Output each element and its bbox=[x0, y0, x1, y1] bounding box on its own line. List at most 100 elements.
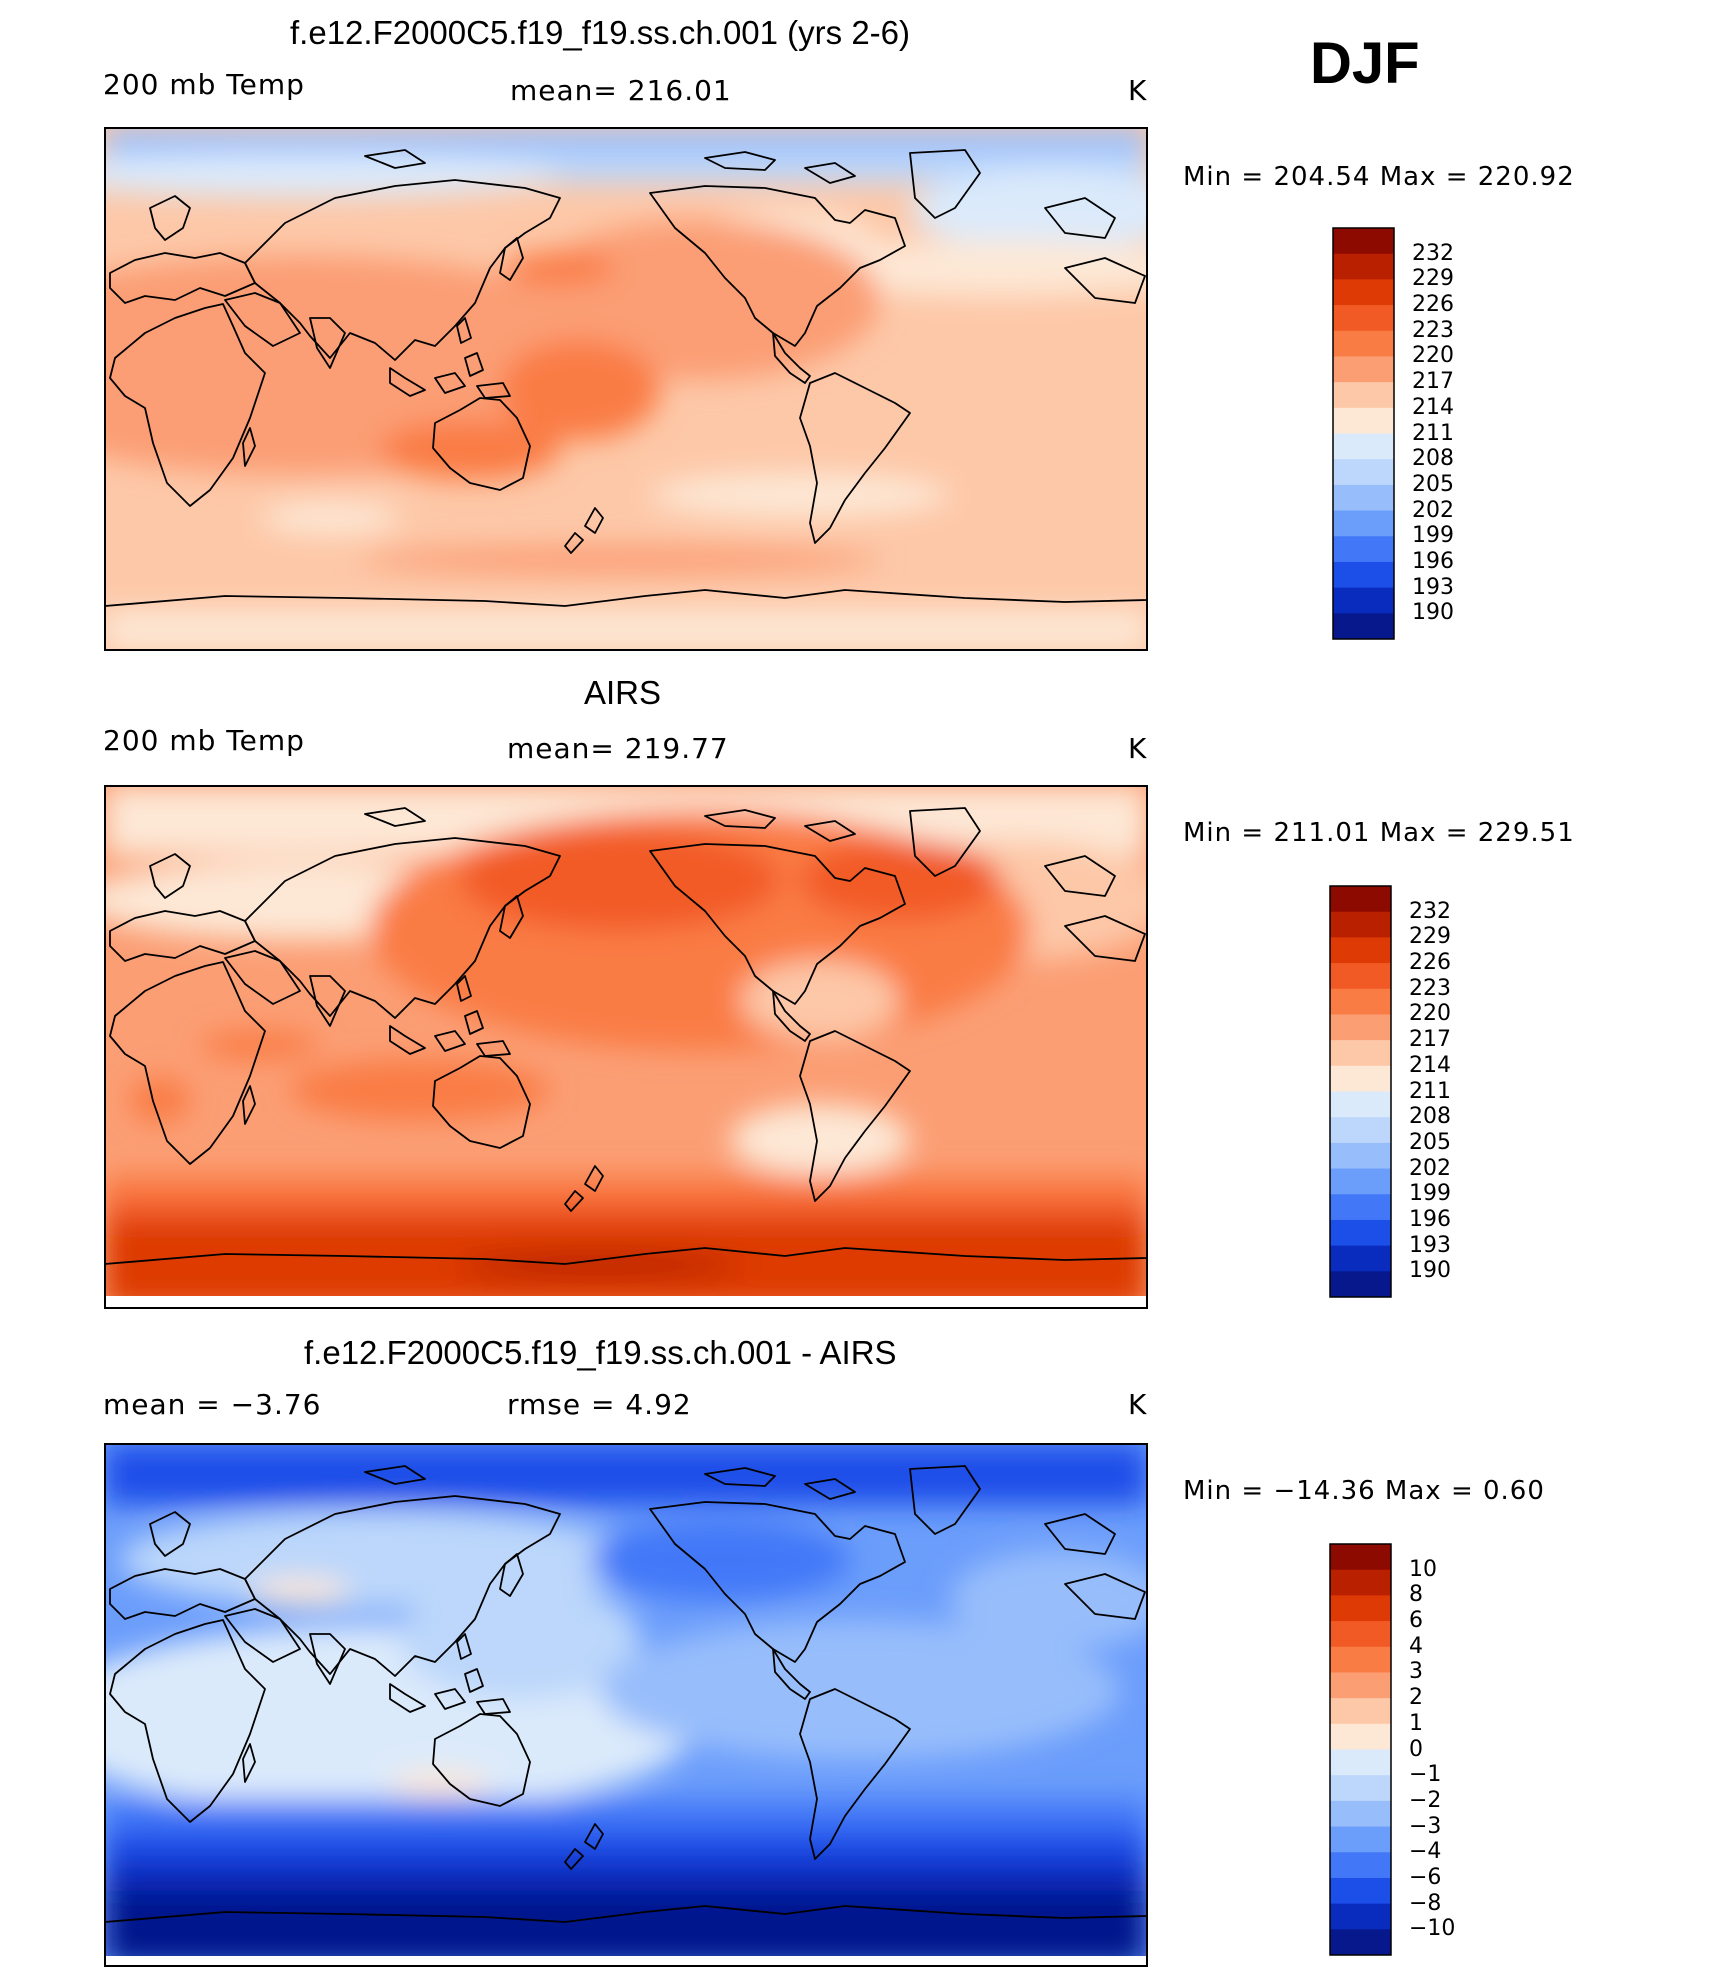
colorbar-tick-label: 229 bbox=[1409, 924, 1451, 950]
colorbar-tick-label: 205 bbox=[1412, 471, 1454, 497]
colorbar-tick-label: 232 bbox=[1412, 240, 1454, 266]
colorbar-tick-label: 202 bbox=[1412, 497, 1454, 523]
mean-label-model: mean= 216.01 bbox=[510, 74, 732, 107]
colorbar-box-obs bbox=[1330, 1245, 1391, 1272]
colorbar-tick-label: 199 bbox=[1409, 1181, 1451, 1207]
colorbar-tick-label: 202 bbox=[1409, 1155, 1451, 1181]
colorbar-tick-label: −1 bbox=[1409, 1762, 1442, 1788]
colorbar-box-obs bbox=[1330, 1194, 1391, 1221]
colorbar-tick-label: 220 bbox=[1409, 1001, 1451, 1027]
panel-title-obs: AIRS bbox=[584, 674, 662, 711]
colorbar-frame-diff bbox=[1329, 1543, 1392, 1956]
map-frame-model bbox=[104, 127, 1148, 651]
colorbar-tick-label: 211 bbox=[1409, 1078, 1451, 1104]
colorbar-tick-label: 190 bbox=[1412, 600, 1454, 626]
colorbar-box-obs bbox=[1330, 1117, 1391, 1144]
colorbar-box-diff bbox=[1330, 1544, 1391, 1571]
colorbar-box-obs bbox=[1330, 1040, 1391, 1067]
colorbar-tick-label: 196 bbox=[1409, 1206, 1451, 1232]
colorbar-tick-label: 193 bbox=[1409, 1232, 1451, 1258]
variable-label-model: 200 mb Temp bbox=[103, 68, 305, 101]
colorbar-tick-label: 3 bbox=[1409, 1659, 1423, 1685]
map-frame-obs bbox=[104, 785, 1148, 1309]
colorbar-box-model bbox=[1333, 484, 1394, 512]
colorbar-tick-label: 223 bbox=[1412, 317, 1454, 343]
map-panel-diff bbox=[105, 1444, 1147, 1966]
colorbar-box-diff bbox=[1330, 1775, 1391, 1802]
colorbar-box-diff bbox=[1330, 1800, 1391, 1828]
colorbar-box-obs bbox=[1330, 886, 1391, 913]
colorbar-box-diff bbox=[1330, 1903, 1391, 1930]
colorbar-tick-label: 220 bbox=[1412, 343, 1454, 369]
colorbar-frame-obs bbox=[1329, 885, 1392, 1298]
colorbar-box-model bbox=[1333, 510, 1394, 537]
units-label-model: K bbox=[1128, 74, 1148, 107]
colorbar-tick-label: 8 bbox=[1409, 1582, 1423, 1608]
colorbar-box-model bbox=[1333, 382, 1394, 409]
colorbar-box-model bbox=[1333, 561, 1394, 589]
variable-label-obs: 200 mb Temp bbox=[103, 724, 305, 757]
colorbar-box-model bbox=[1333, 587, 1394, 614]
units-label-obs: K bbox=[1128, 732, 1148, 765]
units-label-diff: K bbox=[1128, 1388, 1148, 1421]
colorbar-box-diff bbox=[1330, 1749, 1391, 1776]
colorbar-box-obs bbox=[1330, 988, 1391, 1015]
colorbar-tick-label: 208 bbox=[1412, 446, 1454, 472]
colorbar-box-obs bbox=[1330, 1271, 1391, 1298]
colorbar-tick-label: 232 bbox=[1409, 898, 1451, 924]
colorbar-tick-label: 205 bbox=[1409, 1129, 1451, 1155]
colorbar-box-diff bbox=[1330, 1877, 1391, 1905]
season-label: DJF bbox=[1310, 31, 1420, 96]
colorbar-tick-label: 223 bbox=[1409, 975, 1451, 1001]
colorbar-tick-label: −10 bbox=[1409, 1916, 1456, 1942]
colorbar-box-diff bbox=[1330, 1569, 1391, 1596]
colorbar-tick-label: 10 bbox=[1409, 1556, 1437, 1582]
minmax-label-obs: Min = 211.01 Max = 229.51 bbox=[1183, 818, 1575, 848]
colorbar-box-diff bbox=[1330, 1646, 1391, 1673]
colorbar-box-model bbox=[1333, 253, 1394, 280]
colorbar-box-diff bbox=[1330, 1595, 1391, 1622]
colorbar-box-diff bbox=[1330, 1723, 1391, 1750]
colorbar-box-model bbox=[1333, 356, 1394, 383]
colorbar-tick-label: −6 bbox=[1409, 1864, 1442, 1890]
colorbar-tick-label: 214 bbox=[1409, 1052, 1451, 1078]
colorbar-box-obs bbox=[1330, 1065, 1391, 1092]
colorbar-tick-label: 193 bbox=[1412, 574, 1454, 600]
colorbar-box-model bbox=[1333, 330, 1394, 357]
colorbar-box-obs bbox=[1330, 1091, 1391, 1118]
colorbar-box-obs bbox=[1330, 1168, 1391, 1195]
map-panel-model bbox=[105, 128, 1147, 650]
colorbar-tick-label: 229 bbox=[1412, 266, 1454, 292]
colorbar-tick-label: 1 bbox=[1409, 1710, 1423, 1736]
colorbar-box-diff bbox=[1330, 1852, 1391, 1879]
colorbar-tick-label: 217 bbox=[1409, 1027, 1451, 1053]
colorbar-box-obs bbox=[1330, 1219, 1391, 1247]
colorbar-tick-label: −2 bbox=[1409, 1787, 1442, 1813]
colorbar-tick-label: 226 bbox=[1409, 950, 1451, 976]
colorbar-tick-label: 6 bbox=[1409, 1608, 1423, 1634]
colorbar-box-model bbox=[1333, 279, 1394, 306]
colorbar-box-obs bbox=[1330, 1142, 1391, 1170]
colorbar-box-model bbox=[1333, 305, 1394, 332]
colorbar-box-model bbox=[1333, 613, 1394, 640]
colorbar-tick-label: 0 bbox=[1409, 1736, 1423, 1762]
map-frame-diff bbox=[104, 1443, 1148, 1967]
mean-label-diff: mean = −3.76 bbox=[103, 1388, 322, 1421]
colorbar-tick-label: 214 bbox=[1412, 394, 1454, 420]
colorbar-frame-model bbox=[1332, 227, 1395, 640]
rmse-label-diff: rmse = 4.92 bbox=[507, 1388, 692, 1421]
mean-label-obs: mean= 219.77 bbox=[507, 732, 729, 765]
colorbar-tick-label: 4 bbox=[1409, 1633, 1423, 1659]
colorbar-box-model bbox=[1333, 536, 1394, 563]
colorbar-tick-label: −8 bbox=[1409, 1890, 1442, 1916]
colorbar-box-model bbox=[1333, 459, 1394, 486]
colorbar-box-diff bbox=[1330, 1672, 1391, 1699]
colorbar-tick-label: 208 bbox=[1409, 1104, 1451, 1130]
colorbar-box-model bbox=[1333, 433, 1394, 460]
colorbar-box-obs bbox=[1330, 911, 1391, 938]
colorbar-box-model bbox=[1333, 228, 1394, 255]
panel-title-model: f.e12.F2000C5.f19_f19.ss.ch.001 (yrs 2-6… bbox=[290, 14, 911, 51]
colorbar-box-model bbox=[1333, 407, 1394, 434]
colorbar-tick-label: −4 bbox=[1409, 1839, 1442, 1865]
